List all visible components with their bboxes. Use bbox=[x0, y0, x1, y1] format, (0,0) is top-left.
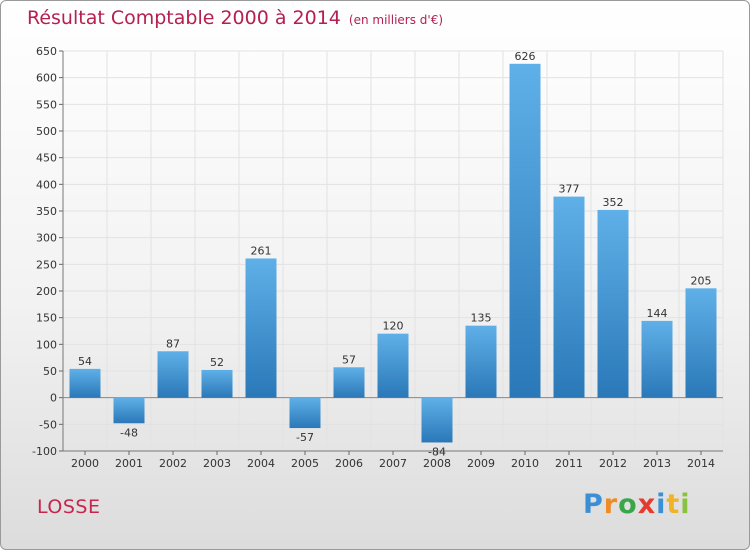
chart-title-text: Résultat Comptable 2000 à 2014 bbox=[27, 7, 341, 29]
logo-letter: x bbox=[637, 489, 657, 520]
y-tick-label: 600 bbox=[36, 72, 57, 85]
x-tick-label-2000: 2000 bbox=[71, 457, 99, 470]
bars bbox=[69, 63, 717, 443]
y-tick-label: -100 bbox=[32, 445, 57, 458]
bar-2003 bbox=[201, 369, 233, 398]
labels: 54 -48 87 52 261 -57 57 120 -84 135 626 377 352 144 20… bbox=[78, 50, 712, 459]
proxiti-logo: Proxiti bbox=[583, 489, 691, 520]
chart-subtitle: (en milliers d'€) bbox=[348, 13, 444, 27]
y-tick-label: 500 bbox=[36, 125, 57, 138]
x-tick-label-2007: 2007 bbox=[379, 457, 407, 470]
bar-2005 bbox=[289, 397, 321, 429]
y-tick-label: 300 bbox=[36, 232, 57, 245]
y-tick-label: 150 bbox=[36, 312, 57, 325]
bar-2014 bbox=[685, 288, 717, 398]
y-tick-label: 450 bbox=[36, 152, 57, 165]
bar-2006 bbox=[333, 367, 365, 398]
data-label-2011: 377 bbox=[559, 183, 580, 196]
x-tick-label-2004: 2004 bbox=[247, 457, 275, 470]
y-tick-label: 200 bbox=[36, 285, 57, 298]
y-tick-label: 650 bbox=[36, 45, 57, 58]
bar-2002 bbox=[157, 351, 189, 398]
bar-2009 bbox=[465, 325, 497, 398]
bar-2004 bbox=[245, 258, 277, 398]
x-tick-label-2012: 2012 bbox=[599, 457, 627, 470]
y-tick-label: 250 bbox=[36, 258, 57, 271]
bar-2011 bbox=[553, 196, 585, 398]
data-label-2013: 144 bbox=[647, 307, 668, 320]
x-tick-label-2003: 2003 bbox=[203, 457, 231, 470]
x-tick-label-2010: 2010 bbox=[511, 457, 539, 470]
data-label-2010: 626 bbox=[515, 50, 536, 63]
y-tick-label: 0 bbox=[50, 392, 57, 405]
data-label-2000: 54 bbox=[78, 355, 92, 368]
x-tick-label-2014: 2014 bbox=[687, 457, 715, 470]
x-tick-label-2008: 2008 bbox=[423, 457, 451, 470]
bar-2010 bbox=[509, 63, 541, 398]
data-label-2007: 120 bbox=[383, 320, 404, 333]
x-tick-label-2011: 2011 bbox=[555, 457, 583, 470]
bar-2001 bbox=[113, 397, 145, 424]
data-label-2005: -57 bbox=[296, 431, 314, 444]
data-label-2002: 87 bbox=[166, 337, 180, 350]
logo-letter: o bbox=[618, 489, 638, 520]
data-label-2003: 52 bbox=[210, 356, 224, 369]
x-tick-label-2005: 2005 bbox=[291, 457, 319, 470]
y-tick-label: 550 bbox=[36, 98, 57, 111]
data-label-2012: 352 bbox=[603, 196, 624, 209]
bar-2007 bbox=[377, 333, 409, 398]
data-label-2009: 135 bbox=[471, 312, 492, 325]
data-label-2008: -84 bbox=[428, 445, 446, 458]
bar-2012 bbox=[597, 209, 629, 398]
data-label-2004: 261 bbox=[251, 244, 272, 257]
x-tick-label-2001: 2001 bbox=[115, 457, 143, 470]
x-tick-label-2002: 2002 bbox=[159, 457, 187, 470]
logo-letter: t bbox=[666, 489, 681, 520]
logo-letter: i bbox=[656, 489, 667, 520]
x-tick-label-2006: 2006 bbox=[335, 457, 363, 470]
commune-name: LOSSE bbox=[37, 496, 101, 518]
bar-2013 bbox=[641, 320, 673, 398]
chart-title: Résultat Comptable 2000 à 2014 (en millie… bbox=[27, 7, 443, 29]
logo-letter: P bbox=[583, 489, 604, 520]
y-tick-label: 100 bbox=[36, 338, 57, 351]
y-tick-label: -50 bbox=[39, 418, 57, 431]
logo-letter: r bbox=[603, 489, 619, 520]
x-tick-label-2013: 2013 bbox=[643, 457, 671, 470]
y-tick-label: 400 bbox=[36, 178, 57, 191]
data-label-2006: 57 bbox=[342, 353, 356, 366]
bar-2008 bbox=[421, 397, 453, 443]
y-tick-label: 350 bbox=[36, 205, 57, 218]
data-label-2001: -48 bbox=[120, 426, 138, 439]
y-tick-label: 50 bbox=[43, 365, 57, 378]
logo-letter: i bbox=[680, 489, 691, 520]
x-tick-label-2009: 2009 bbox=[467, 457, 495, 470]
bar-2000 bbox=[69, 368, 101, 398]
data-label-2014: 205 bbox=[691, 274, 712, 287]
